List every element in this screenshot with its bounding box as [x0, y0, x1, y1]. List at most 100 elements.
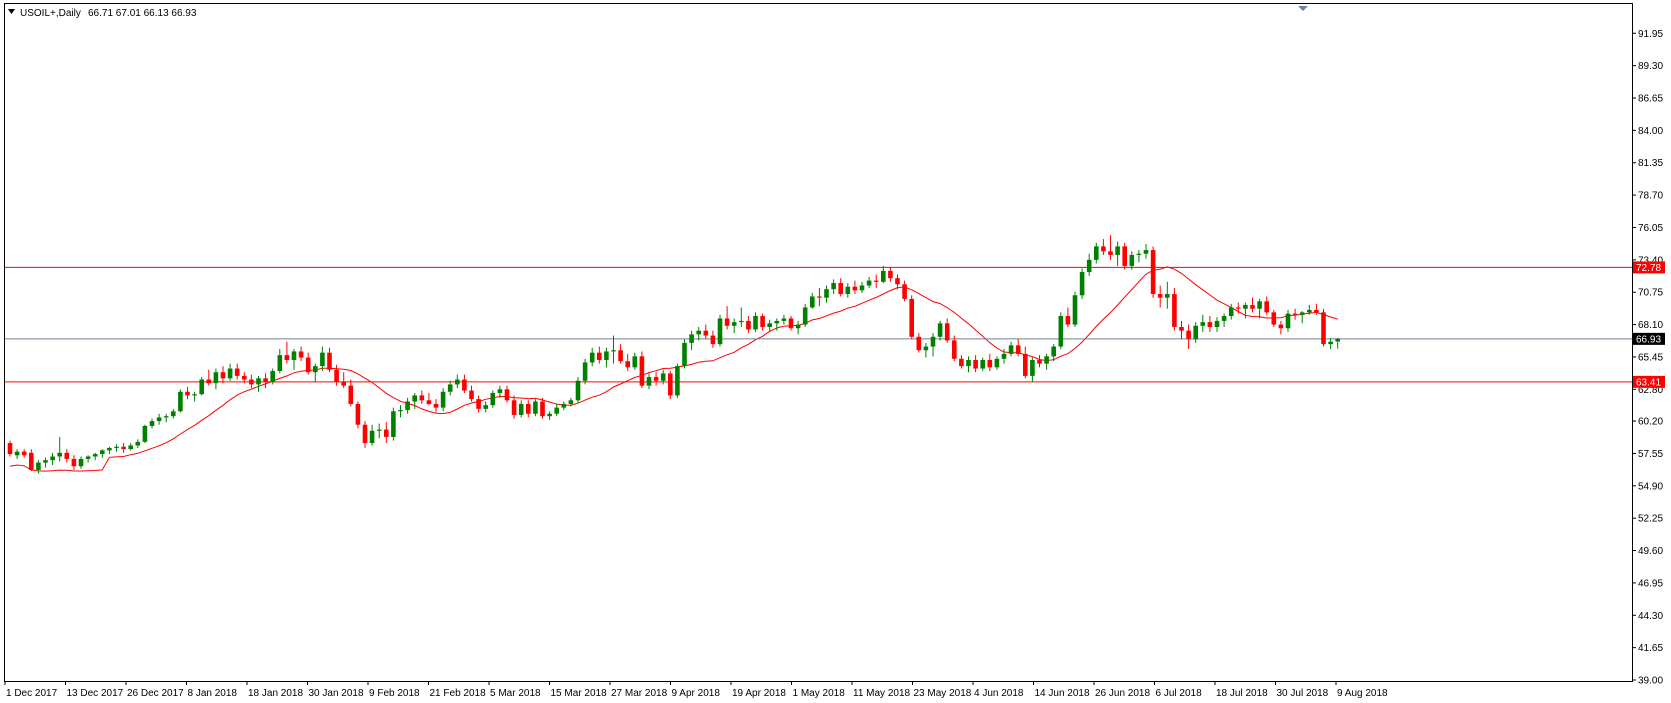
candle[interactable]: [1129, 251, 1135, 270]
candle[interactable]: [831, 279, 836, 295]
candle[interactable]: [1094, 242, 1099, 264]
candle[interactable]: [220, 366, 226, 384]
candle[interactable]: [476, 395, 481, 413]
candle[interactable]: [163, 413, 169, 423]
candle[interactable]: [859, 281, 865, 293]
candle[interactable]: [135, 439, 141, 448]
candle[interactable]: [1001, 349, 1007, 364]
candle[interactable]: [795, 320, 801, 335]
candle[interactable]: [1101, 239, 1106, 255]
candle[interactable]: [1150, 246, 1156, 298]
candle[interactable]: [1157, 285, 1163, 308]
candle[interactable]: [1037, 355, 1042, 368]
candle[interactable]: [611, 335, 616, 364]
candle[interactable]: [618, 344, 623, 364]
candle[interactable]: [384, 422, 389, 444]
candle[interactable]: [433, 399, 439, 413]
candle[interactable]: [440, 388, 446, 412]
candle[interactable]: [810, 292, 815, 309]
candle[interactable]: [952, 335, 957, 362]
candle[interactable]: [64, 449, 70, 463]
candle[interactable]: [575, 377, 581, 403]
candle[interactable]: [107, 446, 112, 455]
candle[interactable]: [817, 287, 822, 307]
candle[interactable]: [412, 392, 417, 409]
candle[interactable]: [703, 324, 709, 340]
candle[interactable]: [987, 353, 993, 371]
candle[interactable]: [625, 353, 630, 371]
candle[interactable]: [447, 380, 453, 396]
candle[interactable]: [717, 314, 723, 347]
candle[interactable]: [348, 379, 354, 407]
candle[interactable]: [1086, 253, 1092, 276]
candle[interactable]: [305, 352, 311, 375]
candle[interactable]: [206, 369, 212, 386]
candle[interactable]: [490, 390, 496, 408]
candle[interactable]: [504, 385, 510, 403]
candle[interactable]: [1214, 317, 1220, 332]
candle[interactable]: [391, 407, 396, 441]
candle[interactable]: [1207, 316, 1213, 332]
candle[interactable]: [1165, 281, 1170, 309]
candle[interactable]: [419, 390, 425, 404]
candle[interactable]: [980, 357, 985, 371]
candle[interactable]: [469, 385, 474, 402]
candle[interactable]: [1221, 313, 1227, 328]
candle[interactable]: [100, 449, 105, 458]
candle[interactable]: [199, 377, 204, 396]
candle[interactable]: [121, 443, 126, 453]
candle[interactable]: [1250, 297, 1255, 313]
candle[interactable]: [1292, 308, 1298, 320]
chart-shift-marker-icon[interactable]: [1298, 6, 1308, 11]
candle[interactable]: [14, 449, 20, 459]
candle[interactable]: [1172, 287, 1177, 331]
candle[interactable]: [909, 295, 914, 340]
candle[interactable]: [270, 368, 275, 385]
candle[interactable]: [92, 452, 98, 461]
candle[interactable]: [1030, 357, 1035, 382]
candle[interactable]: [930, 333, 936, 357]
candle[interactable]: [959, 355, 964, 369]
candle[interactable]: [561, 401, 567, 411]
candle[interactable]: [639, 351, 645, 389]
candle[interactable]: [660, 369, 666, 385]
candle[interactable]: [1136, 250, 1142, 263]
candle[interactable]: [284, 341, 290, 364]
candle[interactable]: [1023, 346, 1028, 379]
candle[interactable]: [937, 320, 943, 341]
candle[interactable]: [7, 440, 13, 457]
candle[interactable]: [1307, 305, 1312, 315]
candle[interactable]: [1271, 309, 1277, 328]
candle[interactable]: [298, 346, 304, 362]
candle[interactable]: [1008, 341, 1014, 357]
candle[interactable]: [966, 356, 971, 373]
candle[interactable]: [1115, 241, 1120, 266]
candle[interactable]: [426, 392, 432, 406]
candle[interactable]: [895, 274, 900, 290]
candle[interactable]: [1065, 307, 1071, 328]
candle[interactable]: [85, 455, 91, 463]
candle[interactable]: [185, 386, 190, 400]
candle[interactable]: [249, 374, 254, 389]
candle[interactable]: [802, 303, 808, 328]
candle[interactable]: [568, 397, 574, 407]
candle[interactable]: [731, 318, 737, 334]
candle[interactable]: [462, 374, 467, 393]
candle[interactable]: [1228, 303, 1234, 320]
candle[interactable]: [873, 274, 879, 288]
candle[interactable]: [398, 405, 403, 418]
candle[interactable]: [526, 400, 531, 418]
candle[interactable]: [36, 460, 41, 474]
candle[interactable]: [888, 267, 893, 282]
candle[interactable]: [114, 444, 119, 452]
candle[interactable]: [540, 397, 545, 419]
candle[interactable]: [916, 333, 922, 353]
candle[interactable]: [78, 456, 84, 469]
candle[interactable]: [845, 283, 851, 298]
candle[interactable]: [547, 411, 552, 420]
candle[interactable]: [1015, 339, 1021, 357]
candle[interactable]: [724, 306, 730, 330]
candle[interactable]: [483, 401, 488, 413]
candle[interactable]: [156, 413, 162, 425]
candle[interactable]: [1079, 268, 1085, 299]
